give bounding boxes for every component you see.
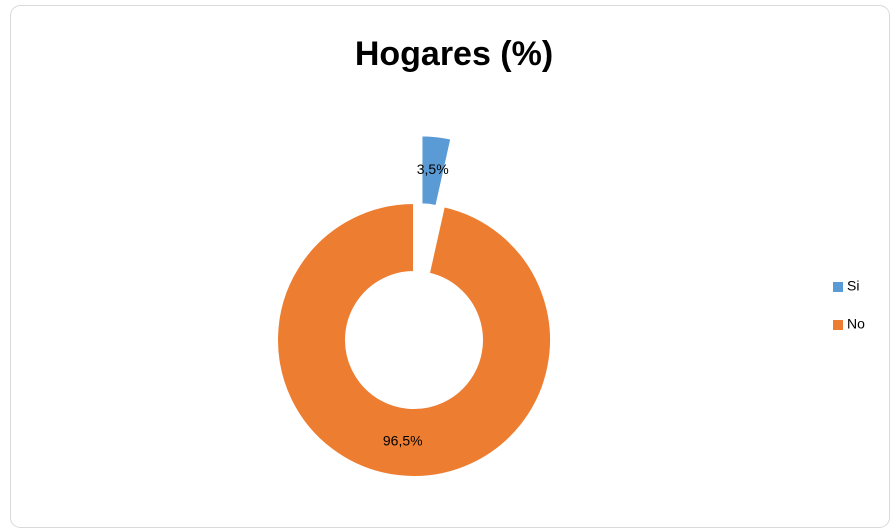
- donut-slice: [420, 134, 453, 208]
- data-label: 96,5%: [383, 433, 423, 449]
- donut-slice: [276, 201, 552, 478]
- data-label: 3,5%: [417, 161, 449, 177]
- legend-label: No: [847, 316, 865, 332]
- legend-label: Si: [847, 278, 859, 294]
- legend-swatch: [833, 282, 843, 292]
- chart-title: Hogares (%): [355, 35, 553, 73]
- legend-swatch: [833, 320, 843, 330]
